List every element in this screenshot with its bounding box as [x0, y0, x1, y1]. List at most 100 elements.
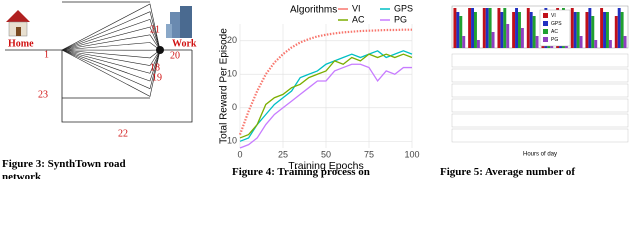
bar	[623, 36, 627, 48]
bar	[588, 8, 592, 48]
x-tick-label: 0	[237, 149, 242, 159]
bar	[515, 8, 518, 48]
bar-panels: VI GPS AC PG Hours of day	[451, 5, 629, 158]
legend-label: AC	[551, 29, 558, 35]
x-axis-label: Hours of day	[523, 152, 557, 158]
bar	[600, 8, 604, 48]
road-fan	[61, 3, 161, 97]
bar	[500, 12, 504, 48]
x-tick-label: 75	[364, 149, 374, 159]
bar	[614, 16, 618, 48]
legend-title: Algorithms	[290, 5, 337, 16]
legend-label: VI	[352, 3, 361, 13]
bar	[497, 8, 501, 48]
bar	[512, 12, 516, 48]
legend-label: GPS	[394, 3, 413, 13]
series-line	[239, 53, 413, 139]
edge-label: 23	[38, 89, 48, 100]
legend-label: PG	[394, 14, 407, 24]
junction	[156, 46, 164, 54]
bar	[529, 12, 533, 48]
x-tick-label: 25	[278, 149, 288, 159]
bar	[459, 16, 463, 48]
legend-label: AC	[352, 14, 365, 24]
edge-label: 21	[150, 24, 160, 35]
bar	[488, 8, 492, 48]
bar	[526, 8, 530, 48]
edge-label: 18	[150, 62, 160, 73]
panel	[451, 83, 629, 98]
panel	[451, 98, 629, 113]
legend-label: PG	[551, 37, 558, 43]
road	[61, 3, 161, 51]
legend-label: VI	[551, 13, 556, 19]
caption: network	[2, 171, 42, 179]
bar	[474, 12, 477, 48]
bar	[462, 36, 466, 48]
y-tick-label: 20	[227, 35, 237, 45]
work-icon	[166, 6, 192, 38]
bar	[468, 8, 472, 48]
panel	[451, 68, 629, 83]
road	[61, 49, 161, 66]
legend-swatch	[543, 37, 548, 42]
road	[61, 49, 161, 59]
home-icon	[6, 10, 30, 37]
bar	[606, 12, 609, 48]
road-network	[5, 1, 193, 123]
road	[61, 19, 161, 51]
bar	[518, 12, 521, 48]
bar	[579, 36, 583, 48]
bar	[491, 32, 495, 48]
bar	[456, 12, 460, 48]
panel	[451, 53, 629, 68]
bar	[617, 8, 621, 48]
bar	[591, 16, 595, 48]
y-axis-label: Total Reward Per Episode	[219, 28, 230, 144]
bar	[594, 40, 598, 48]
y-tick-label: 10	[227, 69, 237, 79]
bar	[453, 8, 457, 48]
bar	[532, 16, 536, 48]
edge-label: 22	[118, 128, 128, 139]
legend-swatch	[543, 13, 548, 18]
road	[61, 34, 161, 51]
bar	[520, 28, 524, 48]
road	[61, 49, 161, 97]
bar	[603, 12, 606, 48]
edge-label: 19	[152, 72, 162, 83]
y-tick-label: 0	[232, 102, 237, 112]
panel	[451, 113, 629, 128]
x-axis-label: Training Epochs	[288, 160, 363, 172]
road	[61, 11, 161, 51]
bar	[482, 8, 486, 48]
road	[61, 49, 161, 82]
caption: Figure 5: Average number of	[440, 166, 576, 178]
node-label: Work	[172, 38, 197, 49]
bar	[485, 8, 489, 48]
outer-road	[61, 50, 193, 123]
y-tick-label: -10	[224, 136, 237, 146]
road	[61, 42, 161, 51]
edge-label: 20	[170, 50, 180, 61]
bar	[506, 24, 510, 48]
node-label: Home	[8, 38, 34, 49]
road	[61, 26, 161, 51]
x-tick-label: 50	[321, 149, 331, 159]
legend-swatch	[543, 21, 548, 26]
page: Home Work 1 20 21 22 23 18 19 -10 0 10 20 0 2…	[2, 1, 629, 179]
caption: Figure 3: SynthTown road	[2, 158, 126, 170]
x-tick-label: 100	[404, 149, 419, 159]
legend-swatch	[543, 29, 548, 34]
bar	[570, 8, 574, 48]
bar	[471, 8, 474, 48]
bar	[585, 12, 589, 48]
road	[61, 49, 161, 74]
legend-label: GPS	[551, 21, 562, 27]
bar	[503, 8, 507, 48]
bar	[535, 36, 539, 48]
bar	[573, 12, 577, 48]
bar	[620, 12, 624, 48]
